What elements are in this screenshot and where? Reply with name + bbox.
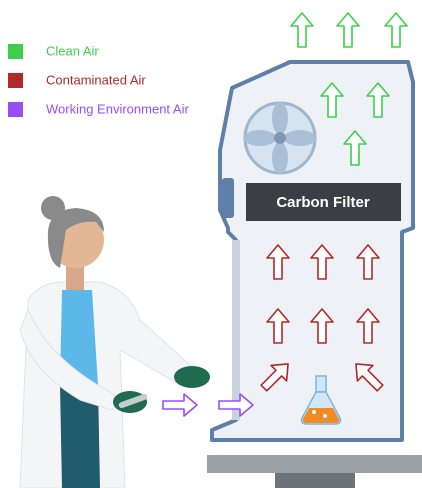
table-leg [275,473,355,488]
table-top [207,455,422,473]
legend-swatch [8,73,23,88]
legend-label: Working Environment Air [46,101,189,116]
legend-label: Clean Air [46,43,99,58]
legend-swatch [8,102,23,117]
diagram: Clean Air Contaminated Air Working Envir… [0,0,422,488]
scientist [20,196,210,488]
legend-swatch [8,44,23,59]
handle [222,178,234,218]
filter-label: Carbon Filter [276,194,370,211]
working-air-arrows [163,394,253,416]
legend-label: Contaminated Air [46,72,146,87]
fume-hood [212,62,413,440]
